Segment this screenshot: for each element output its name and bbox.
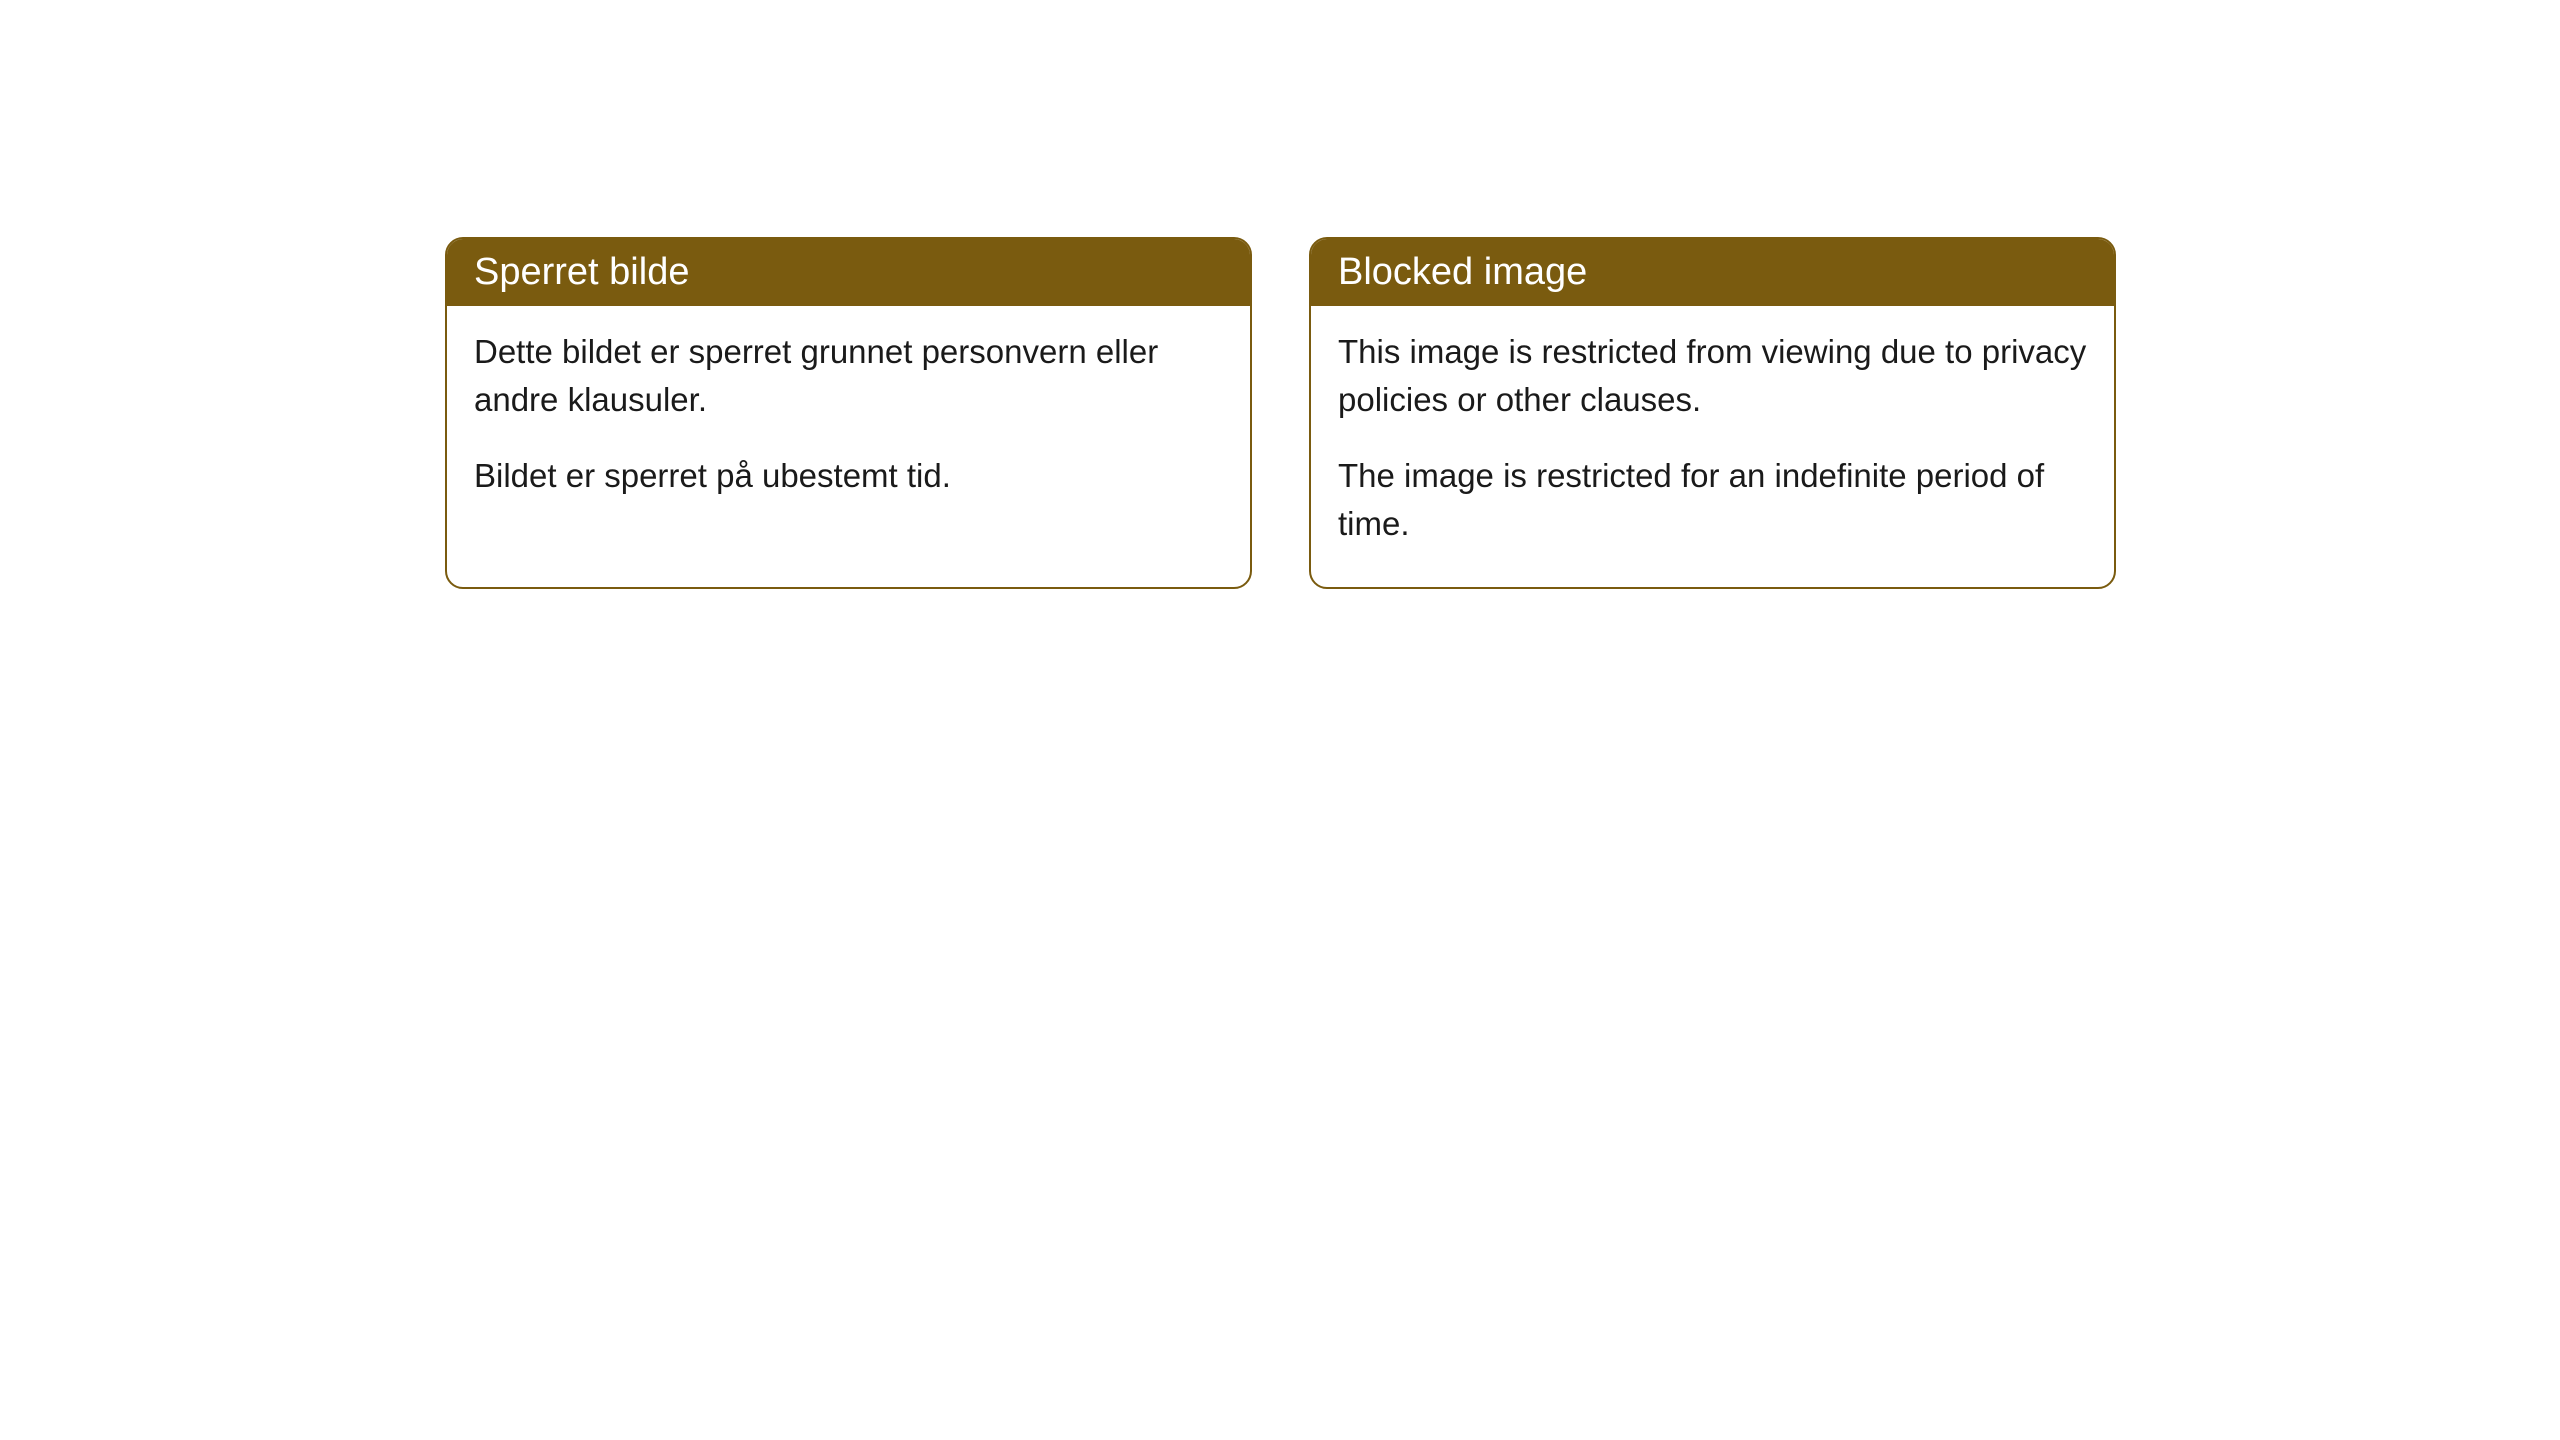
notice-cards-container: Sperret bilde Dette bildet er sperret gr…	[445, 237, 2560, 589]
notice-card-english: Blocked image This image is restricted f…	[1309, 237, 2116, 589]
card-body-norwegian: Dette bildet er sperret grunnet personve…	[447, 306, 1250, 540]
card-text-line: The image is restricted for an indefinit…	[1338, 452, 2087, 548]
card-text-line: This image is restricted from viewing du…	[1338, 328, 2087, 424]
card-text-line: Dette bildet er sperret grunnet personve…	[474, 328, 1223, 424]
card-header-norwegian: Sperret bilde	[447, 239, 1250, 306]
card-text-line: Bildet er sperret på ubestemt tid.	[474, 452, 1223, 500]
card-body-english: This image is restricted from viewing du…	[1311, 306, 2114, 587]
card-header-english: Blocked image	[1311, 239, 2114, 306]
notice-card-norwegian: Sperret bilde Dette bildet er sperret gr…	[445, 237, 1252, 589]
